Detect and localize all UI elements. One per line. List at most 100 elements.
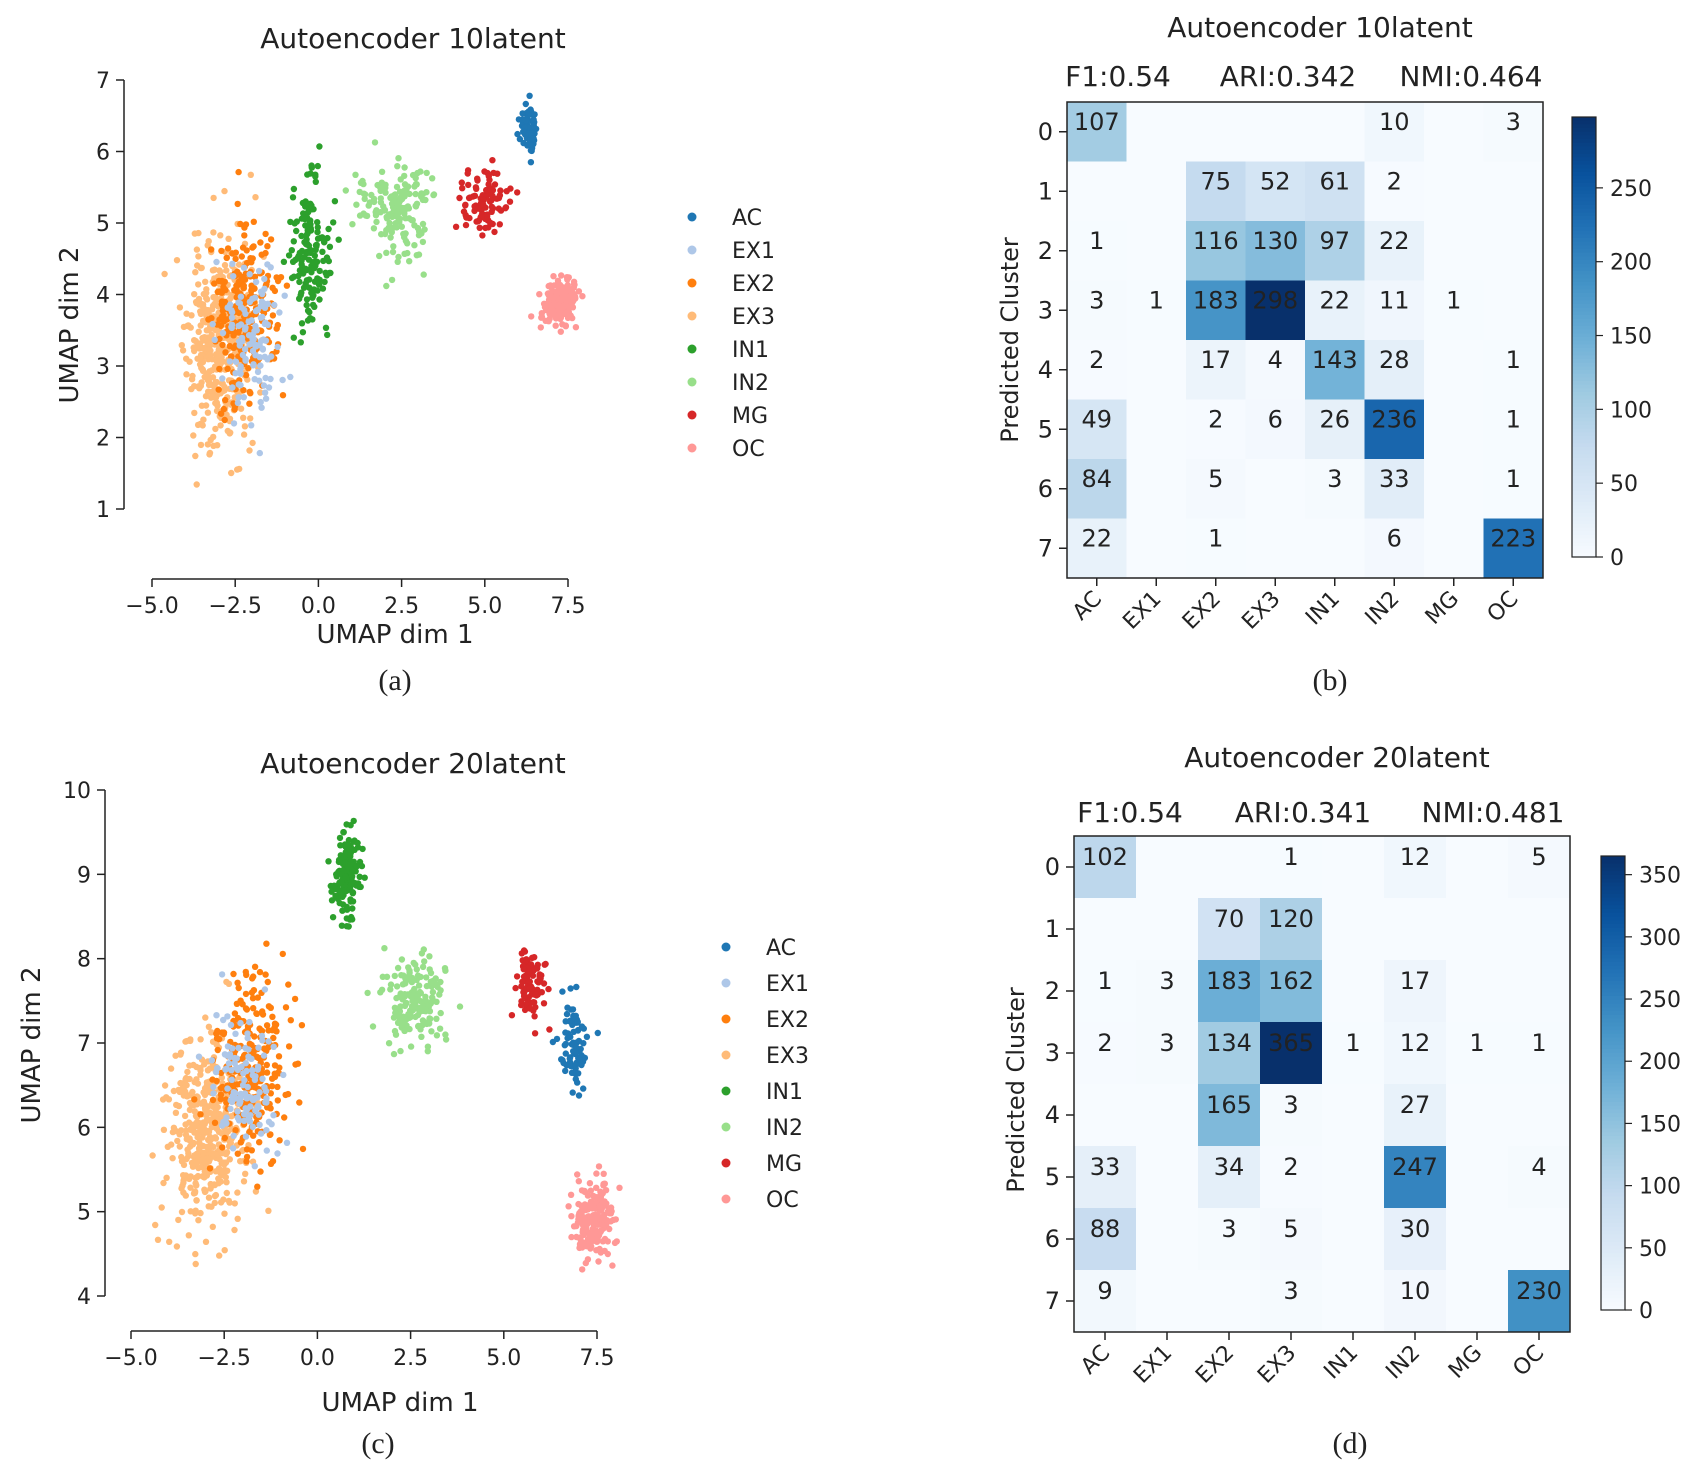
colorbar-segment [1601, 905, 1625, 910]
x-tick-label: IN2 [1381, 1341, 1425, 1385]
scatter-point-ex3 [218, 1130, 225, 1137]
scatter-point-ex1 [232, 358, 240, 365]
scatter-point-ex3 [246, 447, 253, 454]
scatter-point-in1 [288, 247, 295, 254]
scatter-point-ex1 [271, 301, 278, 309]
colorbar-segment [1572, 208, 1596, 213]
colorbar-segment [1601, 893, 1625, 899]
scatter-point-ex1 [255, 267, 263, 275]
scatter-point-ex3 [183, 355, 190, 362]
colorbar-segment [1572, 197, 1596, 202]
colorbar-segment [1601, 1177, 1625, 1182]
scatter-point-ex1 [241, 1077, 248, 1084]
heatmap-cell [1067, 102, 1127, 162]
scatter-point-ex1 [246, 271, 253, 278]
scatter-point-in1 [312, 242, 320, 249]
scatter-point-ex2 [219, 1144, 226, 1151]
scatter-point-in2 [424, 1048, 431, 1055]
scatter-point-ex3 [221, 1247, 228, 1254]
scatter-point-ex2 [234, 200, 241, 208]
scatter-point-ex3 [204, 1110, 211, 1117]
colorbar-segment [1601, 924, 1625, 929]
scatter-point-ex3 [178, 1127, 185, 1134]
scatter-point-ex3 [226, 1199, 233, 1206]
scatter-point-ex3 [170, 1087, 178, 1095]
scatter-point-in1 [290, 334, 297, 341]
scatter-point-ex3 [176, 1088, 183, 1096]
colorbar-segment [1601, 946, 1625, 952]
heatmap-cell [1198, 1270, 1261, 1333]
scatter-point-ex3 [193, 1119, 200, 1127]
heatmap-cell [1136, 1022, 1199, 1085]
scatter-point-oc [591, 1226, 598, 1234]
scatter-point-ex3 [212, 1112, 219, 1119]
cell-value: 165 [1206, 1091, 1252, 1119]
scatter-point-ex2 [248, 989, 256, 996]
colorbar-segment [1601, 863, 1625, 868]
scatter-point-mg [519, 978, 526, 985]
colorbar-segment [1601, 950, 1625, 955]
scatter-point-ex1 [195, 1053, 203, 1060]
heatmap-cell [1186, 161, 1246, 222]
colorbar-segment [1572, 146, 1596, 151]
scatter-point-ex2 [205, 316, 212, 323]
scatter-point-mg [452, 223, 460, 230]
y-axis-label: Predicted Cluster [1002, 987, 1030, 1193]
scatter-point-in1 [307, 200, 314, 207]
scatter-point-ex2 [221, 1134, 228, 1142]
heatmap-cell [1508, 960, 1571, 1023]
scatter-point-mg [512, 984, 519, 992]
heatmap-cell [1186, 518, 1246, 579]
heatmap-cell [1424, 340, 1484, 400]
scatter-point-mg [497, 187, 504, 194]
heatmap-cell [1067, 459, 1127, 519]
scatter-point-ac [564, 1034, 571, 1042]
colorbar-segment [1572, 472, 1596, 477]
legend-marker-ex1 [687, 245, 697, 255]
scatter-point-ex3 [173, 1101, 180, 1109]
heatmap-cell [1260, 1270, 1323, 1333]
scatter-point-in1 [323, 254, 331, 261]
scatter-point-in1 [325, 225, 332, 233]
scatter-point-mg [487, 186, 494, 194]
scatter-point-mg [486, 176, 493, 184]
legend-marker-ex2 [721, 1014, 731, 1024]
x-tick-label: −2.5 [208, 594, 261, 619]
colorbar-segment [1572, 458, 1596, 463]
colorbar-segment [1572, 227, 1596, 232]
y-tick-label: 2 [96, 427, 110, 452]
heatmap-cell [1384, 1084, 1447, 1147]
heatmap-cell [1446, 1022, 1509, 1085]
colorbar-segment [1601, 1188, 1625, 1194]
scatter-point-in1 [348, 881, 355, 888]
scatter-point-in1 [298, 261, 305, 268]
scatter-point-in1 [291, 220, 298, 227]
scatter-point-ex2 [248, 1147, 255, 1154]
colorbar-tick-label: 300 [1639, 926, 1681, 951]
scatter-point-ex3 [225, 235, 232, 242]
scatter-point-ex2 [246, 400, 253, 407]
colorbar-segment [1572, 245, 1596, 250]
scatter-point-in1 [336, 834, 344, 842]
colorbar-segment [1572, 315, 1596, 320]
scatter-point-ex3 [201, 1105, 209, 1112]
scatter-point-ex1 [242, 355, 249, 363]
cell-value: 49 [1081, 405, 1112, 433]
scatter-point-ex3 [203, 1117, 210, 1125]
scatter-point-in2 [387, 986, 394, 993]
colorbar-segment [1601, 1143, 1625, 1148]
colorbar-segment [1572, 491, 1596, 496]
scatter-point-mg [540, 1000, 548, 1007]
heatmap-cell [1186, 340, 1246, 400]
scatter-point-ex1 [256, 377, 263, 384]
scatter-point-ex2 [263, 1022, 271, 1029]
scatter-point-ex2 [264, 243, 271, 250]
scatter-point-mg [506, 198, 514, 205]
scatter-point-in1 [314, 162, 321, 170]
scatter-point-ex2 [218, 278, 226, 285]
panel-label: (d) [1333, 1427, 1368, 1460]
legend-label-in2: IN2 [732, 371, 769, 396]
scatter-point-ex1 [219, 329, 227, 337]
scatter-point-in2 [442, 1031, 449, 1038]
colorbar-segment [1572, 234, 1596, 239]
